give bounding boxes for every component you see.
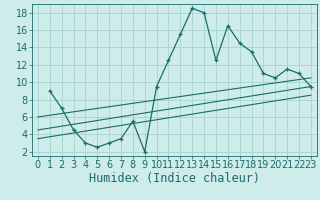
X-axis label: Humidex (Indice chaleur): Humidex (Indice chaleur): [89, 172, 260, 185]
